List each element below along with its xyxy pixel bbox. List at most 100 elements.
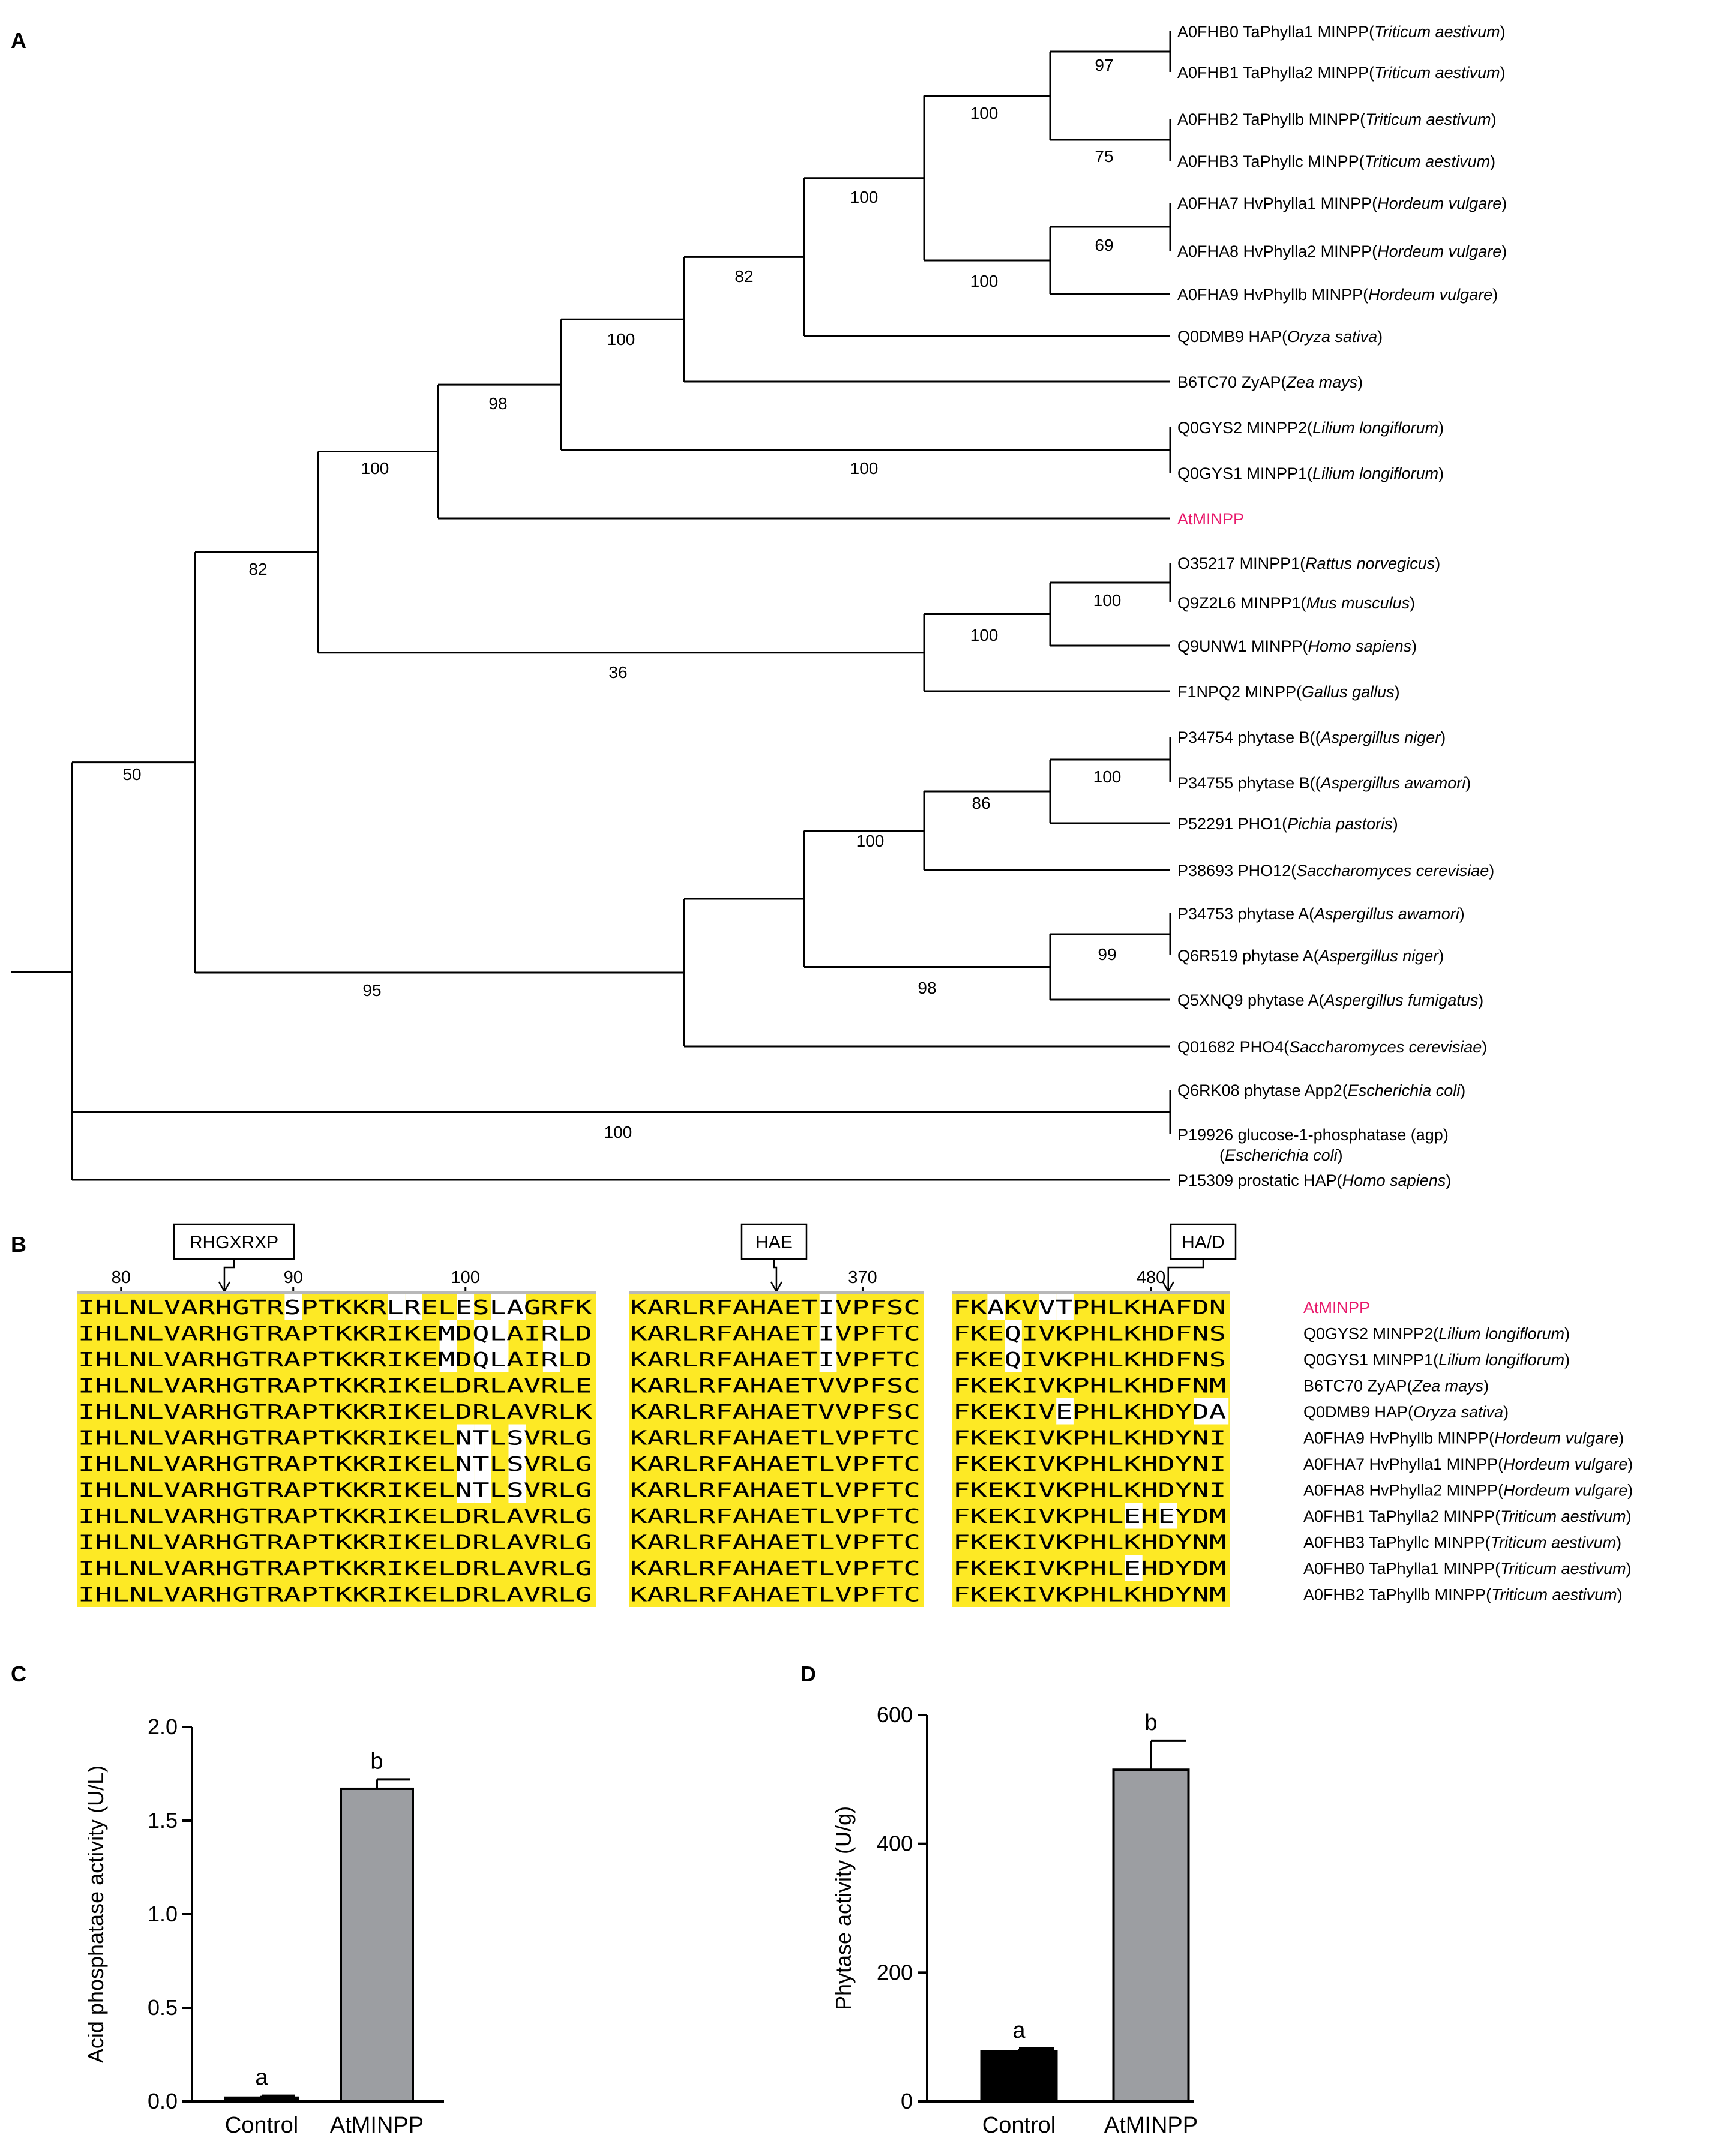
- bootstrap-value: 98: [488, 394, 507, 413]
- phylogenetic-tree: A0FHB0 TaPhylla1 MINPP(Triticum aestivum…: [11, 23, 1507, 1189]
- x-category-label: Control: [225, 2113, 299, 2138]
- nonconserved-residue-bg: [819, 1294, 837, 1320]
- taxon-name: Q0GYS2 MINPP2(: [1177, 419, 1312, 437]
- tree-taxon-label: A0FHA9 HvPhyllb MINPP(Hordeum vulgare): [1177, 286, 1498, 304]
- taxon-name: P34753 phytase A(: [1177, 905, 1314, 923]
- taxon-species: Hordeum vulgare: [1503, 1455, 1627, 1473]
- taxon-name: A0FHB0 TaPhylla1 MINPP(: [1303, 1560, 1500, 1578]
- nonconserved-residue-bg: [491, 1320, 509, 1346]
- bootstrap-value: 50: [122, 765, 141, 784]
- bootstrap-value: 100: [970, 104, 999, 122]
- block-top-rule: [952, 1291, 1230, 1294]
- taxon-species: Hordeum vulgare: [1377, 194, 1501, 212]
- taxon-name: A0FHA8 HvPhylla2 MINPP(: [1177, 242, 1377, 260]
- nonconserved-residue-bg: [1211, 1398, 1229, 1425]
- x-category-label: AtMINPP: [330, 2113, 424, 2138]
- nonconserved-residue-bg: [987, 1294, 1005, 1320]
- tree-taxon-label: Q6R519 phytase A(Aspergillus niger): [1177, 947, 1444, 965]
- nonconserved-residue-bg: [457, 1476, 475, 1503]
- bootstrap-value: 97: [1095, 56, 1113, 74]
- bootstrap-value: 100: [604, 1123, 632, 1141]
- alignment-ruler: 80 90 100 370 480: [112, 1268, 1165, 1293]
- tree-taxon-label: B6TC70 ZyAP(Zea mays): [1177, 373, 1363, 391]
- bootstrap-value: 82: [734, 267, 753, 286]
- nonconserved-residue-bg: [1039, 1294, 1057, 1320]
- taxon-species: Saccharomyces cerevisiae: [1289, 1038, 1482, 1056]
- taxon-name: Q0GYS1 MINPP1(: [1303, 1351, 1438, 1369]
- aligned-sequence: KARLRFAHAETLVPFTC: [630, 1531, 921, 1554]
- nonconserved-residue-bg: [405, 1294, 422, 1320]
- bootstrap-value: 75: [1095, 147, 1113, 166]
- y-tick-label: 400: [877, 1831, 913, 1856]
- bar-control: [980, 2050, 1058, 2103]
- aligned-sequence: IHLNLVARHGTRAPTKKRIKELDRLAVRLG: [78, 1583, 592, 1606]
- significance-letter: b: [1144, 1710, 1157, 1735]
- bootstrap-value: 100: [970, 272, 999, 290]
- tree-taxon-label: F1NPQ2 MINPP(Gallus gallus): [1177, 683, 1400, 701]
- aligned-sequence: IHLNLVARHGTRAPTKKRIKEMDQLAIRLD: [78, 1322, 592, 1345]
- taxon-name: P52291 PHO1(: [1177, 815, 1287, 833]
- nonconserved-residue-bg: [542, 1320, 560, 1346]
- taxon-species: Hordeum vulgare: [1503, 1482, 1627, 1500]
- taxon-name: Q6RK08 phytase App2(: [1177, 1081, 1348, 1099]
- motif-box: [173, 1223, 295, 1260]
- nonconserved-residue-bg: [508, 1450, 526, 1477]
- tree-taxon-label: AtMINPP: [1177, 510, 1244, 528]
- aligned-sequence: KARLRFAHAETLVPFTC: [630, 1583, 921, 1606]
- nonconserved-residue-bg: [457, 1294, 475, 1320]
- aligned-sequence: KARLRFAHAETLVPFTC: [630, 1479, 921, 1502]
- nonconserved-residue-bg: [819, 1320, 837, 1346]
- aligned-sequence: FKEKIVEPHLKHDYDA: [953, 1400, 1226, 1423]
- aligned-sequence: IHLNLVARHGTRAPTKKRIKELDRLAVRLK: [78, 1400, 592, 1423]
- nonconserved-residue-bg: [388, 1294, 406, 1320]
- aligned-sequence: FKEKIVKPHLKHDFNM: [953, 1374, 1226, 1398]
- nonconserved-residue-bg: [1056, 1398, 1074, 1425]
- taxon-species: Triticum aestivum: [1491, 1534, 1617, 1552]
- taxon-species: Triticum aestivum: [1491, 1586, 1617, 1604]
- y-tick-label: 200: [877, 1960, 913, 1984]
- nonconserved-residue-bg: [1005, 1346, 1022, 1372]
- taxon-species: Triticum aestivum: [1500, 1560, 1626, 1578]
- aligned-sequence: IHLNLVARHGTRAPTKKRIKELDRLAVRLE: [78, 1374, 592, 1398]
- conserved-shading: [952, 1294, 1230, 1607]
- taxon-species: Escherichia coli: [1348, 1081, 1461, 1099]
- nonconserved-residue-bg: [508, 1476, 526, 1503]
- taxon-species: Rattus norvegicus: [1305, 554, 1435, 572]
- nonconserved-residue-bg: [508, 1424, 526, 1450]
- taxon-species: Oryza sativa: [1287, 328, 1377, 346]
- block-top-rule: [77, 1291, 596, 1294]
- aligned-sequence: IHLNLVARHGTRSPTKKRLRELESLAGRFK: [78, 1296, 592, 1319]
- taxon-species: Lilium longiflorum: [1438, 1325, 1564, 1343]
- alignment-sequence-label: A0FHA7 HvPhylla1 MINPP(Hordeum vulgare): [1303, 1455, 1633, 1473]
- tree-taxon-label: A0FHB0 TaPhylla1 MINPP(Triticum aestivum…: [1177, 23, 1506, 41]
- bootstrap-value: 100: [856, 832, 885, 850]
- alignment-sequence-label: A0FHB0 TaPhylla1 MINPP(Triticum aestivum…: [1303, 1560, 1632, 1578]
- aligned-sequence: FKEKIVKPHLEHDYDM: [953, 1557, 1226, 1580]
- aligned-sequence: IHLNLVARHGTRAPTKKRIKELNTLSVRLG: [78, 1452, 592, 1476]
- panel-label-a: A: [11, 28, 26, 53]
- taxon-name: A0FHB3 TaPhyllc MINPP(: [1177, 152, 1365, 170]
- tree-taxon-label: P52291 PHO1(Pichia pastoris): [1177, 815, 1398, 833]
- aligned-sequence: KARLRFAHAETLVPFTC: [630, 1504, 921, 1528]
- taxon-name: Q9Z2L6 MINPP1(: [1177, 594, 1306, 612]
- alignment-sequence-label: Q0GYS2 MINPP2(Lilium longiflorum): [1303, 1325, 1570, 1343]
- nonconserved-residue-bg: [474, 1476, 491, 1503]
- alignment-sequence-label: Q0GYS1 MINPP1(Lilium longiflorum): [1303, 1351, 1570, 1369]
- taxon-species: Triticum aestivum: [1374, 23, 1500, 41]
- tree-taxon-label: A0FHA8 HvPhylla2 MINPP(Hordeum vulgare): [1177, 242, 1507, 260]
- ruler-position: 90: [284, 1268, 303, 1287]
- alignment-sequence-label: A0FHA8 HvPhylla2 MINPP(Hordeum vulgare): [1303, 1482, 1633, 1500]
- taxon-species: Zea mays: [1286, 373, 1358, 391]
- nonconserved-residue-bg: [491, 1294, 509, 1320]
- taxon-name: B6TC70 ZyAP(: [1177, 373, 1287, 391]
- aligned-sequence: FKAKVVTPHLKHAFDN: [953, 1296, 1226, 1319]
- y-tick-label: 0.5: [148, 1995, 178, 2020]
- taxon-name: P38693 PHO12(: [1177, 862, 1296, 880]
- taxon-species: Mus musculus: [1306, 594, 1410, 612]
- taxon-name: Q0GYS2 MINPP2(: [1303, 1325, 1438, 1343]
- aligned-sequence: IHLNLVARHGTRAPTKKRIKELDRLAVRLG: [78, 1504, 592, 1528]
- nonconserved-residue-bg: [439, 1320, 457, 1346]
- motif-arrow-line: [223, 1259, 235, 1290]
- tree-taxon-label: A0FHB3 TaPhyllc MINPP(Triticum aestivum): [1177, 152, 1495, 170]
- tree-taxon-label: P19926 glucose-1-phosphatase (agp) (Esche…: [1177, 1126, 1449, 1164]
